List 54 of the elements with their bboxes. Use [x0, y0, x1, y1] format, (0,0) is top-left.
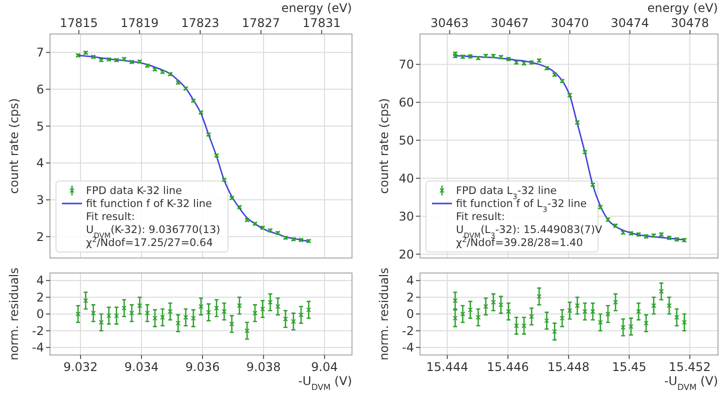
y-tick-label: 4	[36, 274, 44, 288]
y-tick-label: 70	[398, 58, 414, 72]
y-tick-label: -2	[402, 324, 414, 338]
y-tick-label: 2	[36, 230, 44, 244]
y-axis-title: norm. residuals	[7, 268, 21, 360]
x2-axis-title: energy (eV)	[281, 1, 352, 15]
y-tick-label: -4	[402, 340, 414, 355]
y-tick-label: 2	[36, 290, 44, 304]
x-tick-label: 15.45	[612, 360, 646, 374]
legend-label: FPD data K-32 line	[86, 185, 182, 198]
y-tick-label: 4	[36, 156, 44, 170]
x-tick-label: 9.036	[185, 360, 220, 374]
x2-tick-label: 30474	[610, 16, 649, 30]
x-axis-title: -U$_{DVM}$ (V)	[664, 374, 718, 392]
x-tick-label: 15.448	[548, 360, 590, 374]
y-tick-label: 6	[36, 82, 44, 96]
y-tick-label: 60	[398, 96, 414, 110]
x2-tick-label: 17815	[60, 16, 98, 30]
y-tick-label: 0	[406, 307, 414, 322]
annotation: Fit result:	[86, 211, 135, 224]
y-tick-label: 0	[36, 307, 44, 322]
x-tick-label: 15.446	[486, 360, 529, 374]
y-axis-title: count rate (cps)	[377, 98, 391, 194]
y-tick-label: 7	[36, 46, 44, 60]
x-axis-title: -U$_{DVM}$ (V)	[298, 374, 352, 392]
x2-tick-label: 17819	[120, 16, 159, 30]
y-tick-label: 5	[36, 119, 44, 134]
y-tick-label: 3	[36, 192, 44, 207]
x2-tick-label: 30478	[670, 16, 710, 30]
y-tick-label: 20	[398, 247, 414, 262]
legend-label: fit function f of K-32 line	[86, 198, 212, 210]
y-axis-title: count rate (cps)	[7, 98, 21, 194]
y-axis-title: norm. residuals	[377, 268, 391, 360]
x-tick-label: 9.038	[246, 360, 281, 374]
x2-axis-title: energy (eV)	[647, 1, 718, 15]
y-tick-label: 2	[406, 290, 414, 304]
x-tick-label: 9.034	[124, 360, 159, 374]
x-tick-label: 9.032	[63, 360, 98, 374]
y-tick-label: 40	[398, 171, 414, 186]
x2-tick-label: 30470	[550, 16, 589, 30]
x-tick-label: 15.444	[426, 360, 468, 374]
x-tick-label: 15.452	[668, 360, 711, 374]
x2-tick-label: 17827	[242, 16, 280, 30]
x2-tick-label: 30463	[430, 16, 469, 30]
y-tick-label: 30	[398, 209, 414, 224]
x2-tick-label: 17831	[302, 16, 341, 30]
x-tick-label: 9.04	[311, 360, 338, 374]
x2-tick-label: 30467	[490, 16, 529, 30]
annotation: Fit result:	[456, 211, 505, 224]
y-tick-label: 50	[398, 134, 414, 148]
y-tick-label: -2	[32, 324, 44, 338]
y-tick-label: -4	[32, 340, 44, 355]
y-tick-label: 4	[406, 274, 414, 288]
x2-tick-label: 17823	[181, 16, 220, 30]
